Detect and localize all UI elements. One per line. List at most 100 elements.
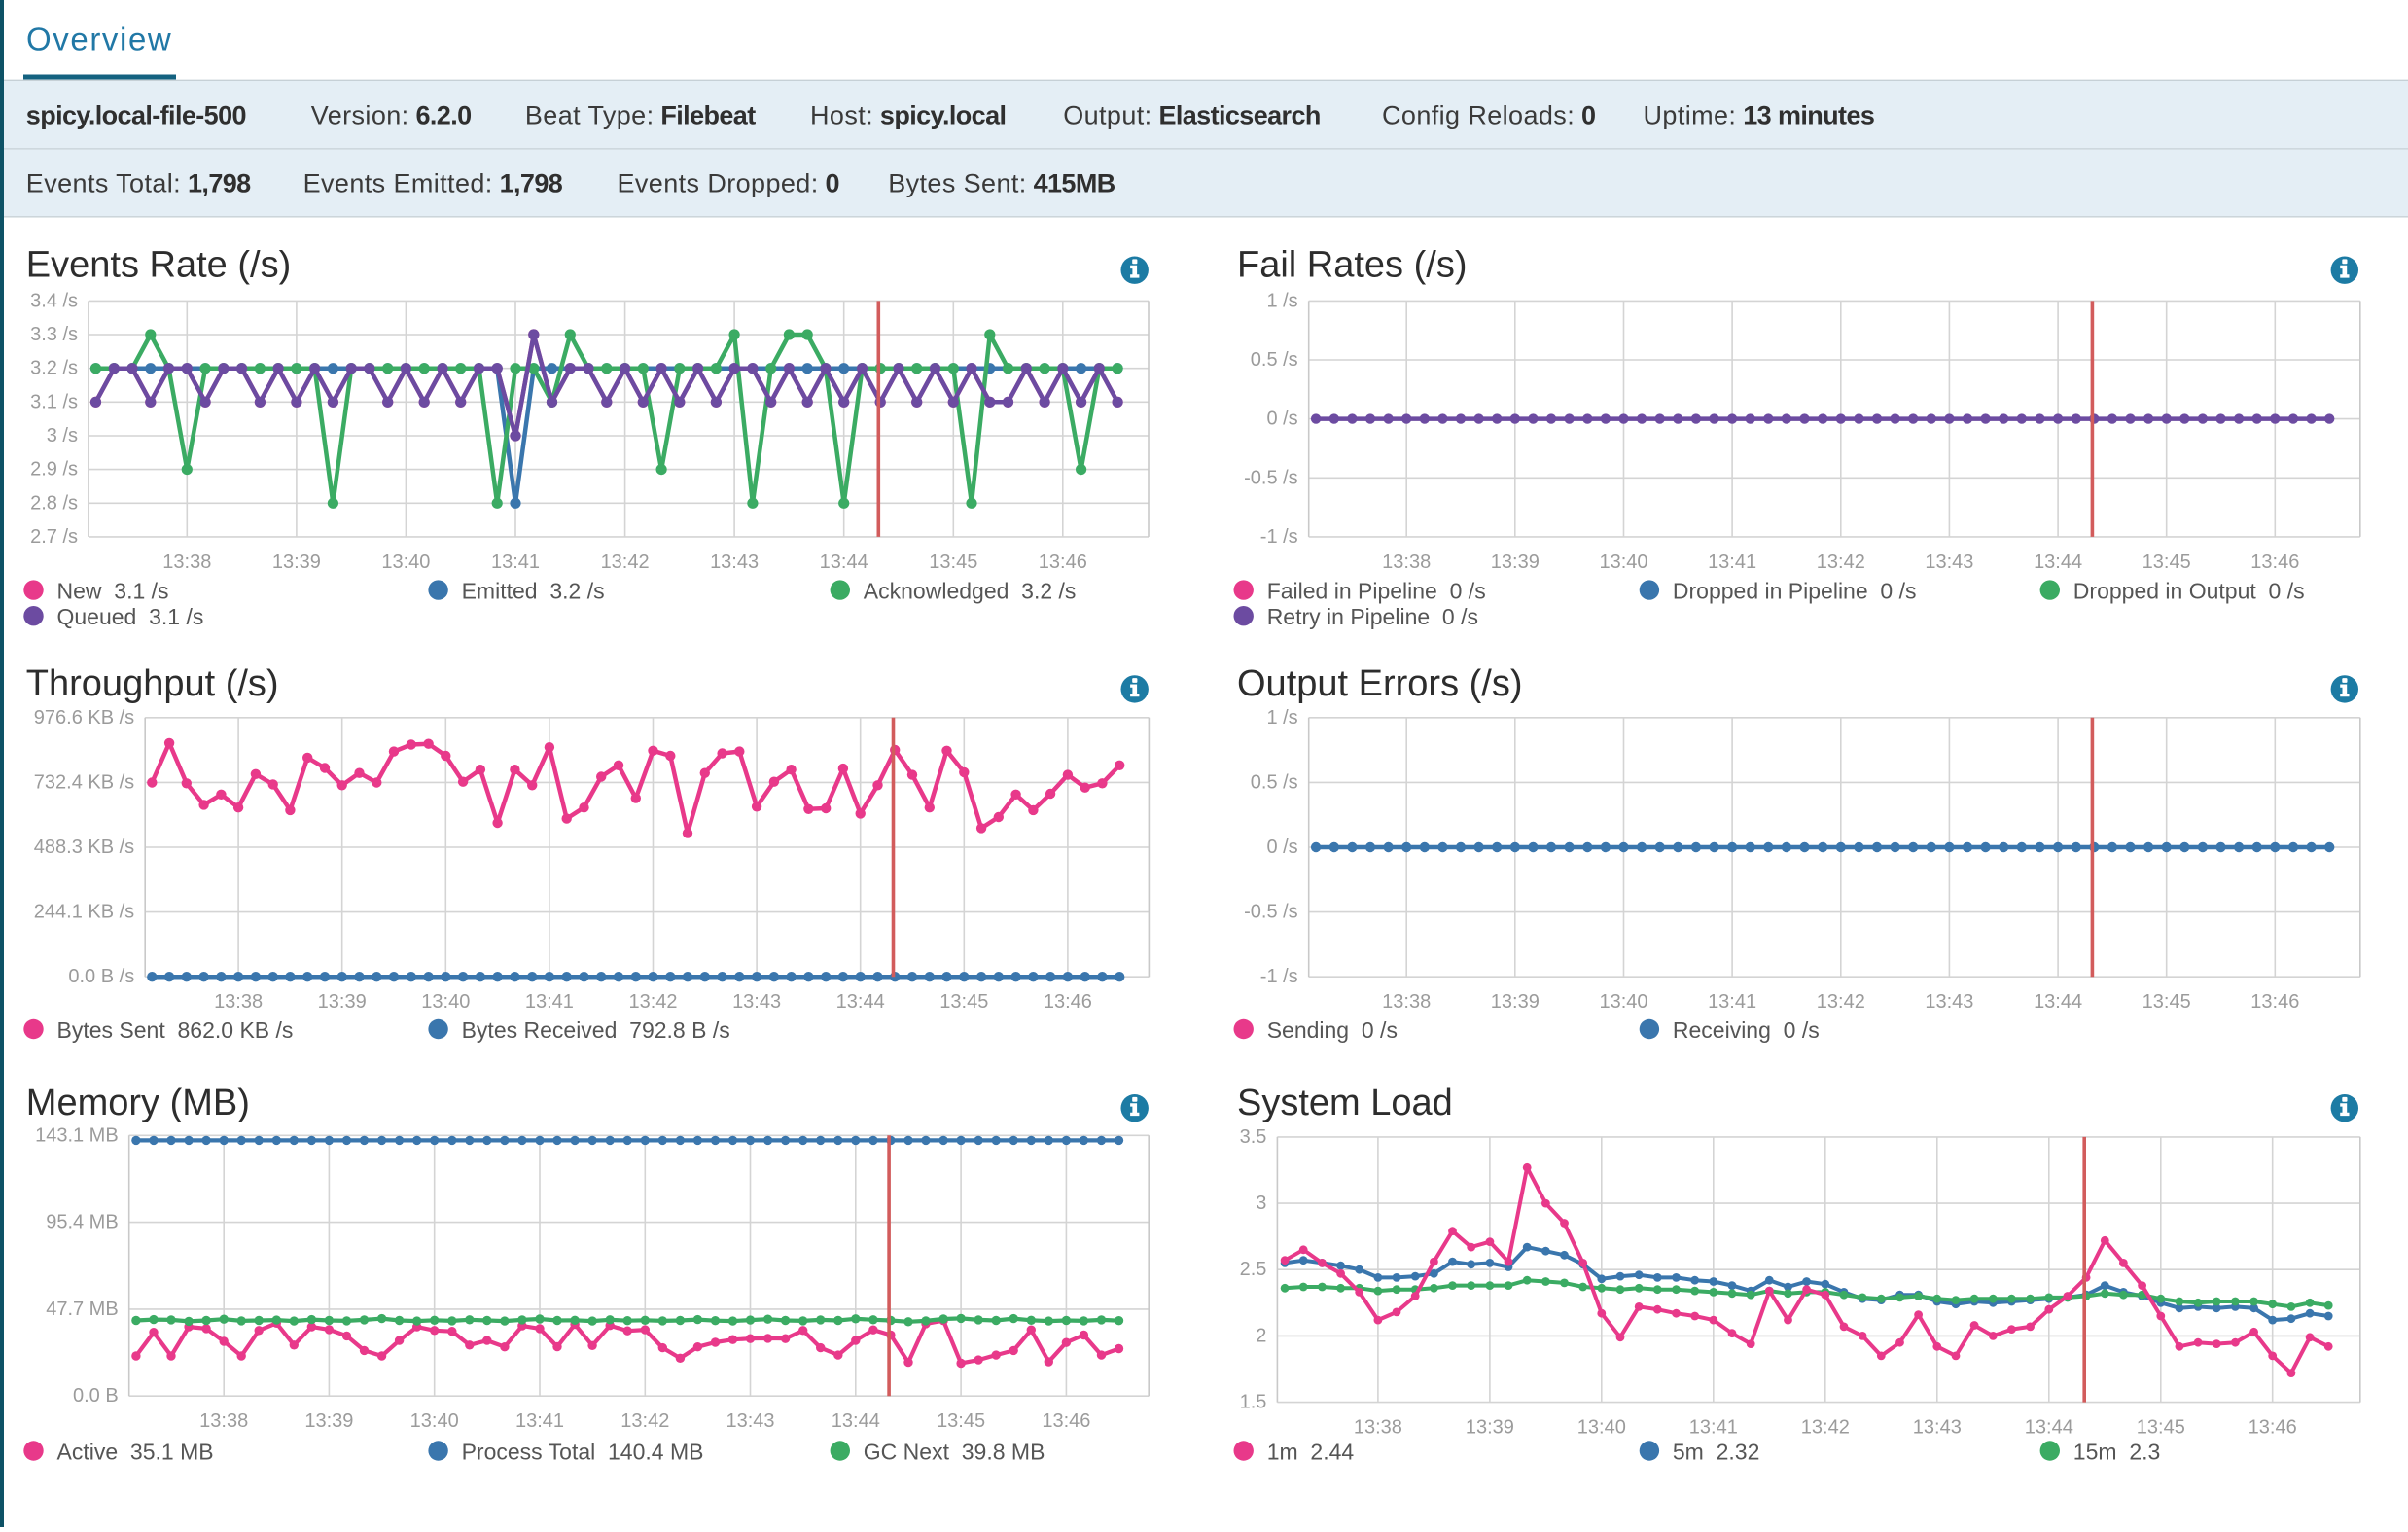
svg-text:2.9 /s: 2.9 /s xyxy=(30,459,78,481)
svg-text:13:44: 13:44 xyxy=(2025,1417,2073,1439)
svg-text:13:40: 13:40 xyxy=(410,1410,459,1432)
svg-text:13:42: 13:42 xyxy=(601,552,650,573)
svg-text:3.5: 3.5 xyxy=(1240,1126,1267,1148)
svg-text:13:43: 13:43 xyxy=(710,552,759,573)
svg-text:5m 2.32: 5m 2.32 xyxy=(1673,1440,1760,1465)
svg-text:13:38: 13:38 xyxy=(1382,991,1431,1013)
svg-text:2.7 /s: 2.7 /s xyxy=(30,526,78,548)
svg-text:0.0 B /s: 0.0 B /s xyxy=(68,966,134,987)
svg-text:Receiving 0 /s: Receiving 0 /s xyxy=(1673,1017,1820,1043)
svg-text:13:46: 13:46 xyxy=(2250,552,2299,573)
svg-text:13:39: 13:39 xyxy=(1466,1417,1514,1439)
svg-text:Dropped in Pipeline 0 /s: Dropped in Pipeline 0 /s xyxy=(1673,579,1917,604)
svg-text:1.5: 1.5 xyxy=(1240,1392,1267,1413)
svg-text:13:38: 13:38 xyxy=(1382,552,1431,573)
svg-text:Config Reloads: 0: Config Reloads: 0 xyxy=(1382,101,1595,130)
svg-text:System Load: System Load xyxy=(1237,1083,1453,1123)
svg-text:3.2 /s: 3.2 /s xyxy=(30,358,78,379)
svg-text:0.5 /s: 0.5 /s xyxy=(1251,349,1298,371)
svg-text:732.4 KB /s: 732.4 KB /s xyxy=(34,771,134,793)
svg-text:143.1 MB: 143.1 MB xyxy=(35,1124,119,1146)
svg-text:13:40: 13:40 xyxy=(1599,552,1647,573)
svg-text:13:46: 13:46 xyxy=(2250,991,2299,1013)
svg-text:Retry in Pipeline 0 /s: Retry in Pipeline 0 /s xyxy=(1267,604,1478,629)
svg-text:Host: spicy.local: Host: spicy.local xyxy=(810,101,1006,130)
svg-text:13:46: 13:46 xyxy=(2249,1417,2297,1439)
svg-text:Overview: Overview xyxy=(26,21,172,57)
svg-text:13:46: 13:46 xyxy=(1044,991,1092,1013)
svg-text:Events Rate (/s): Events Rate (/s) xyxy=(26,244,291,285)
svg-text:244.1 KB /s: 244.1 KB /s xyxy=(34,902,134,923)
svg-text:2: 2 xyxy=(1256,1325,1266,1346)
svg-text:0.5 /s: 0.5 /s xyxy=(1251,771,1298,793)
svg-text:13:43: 13:43 xyxy=(1925,552,1973,573)
svg-text:13:38: 13:38 xyxy=(162,552,211,573)
svg-text:3.4 /s: 3.4 /s xyxy=(30,290,78,311)
svg-text:3.1 /s: 3.1 /s xyxy=(30,391,78,412)
svg-text:-1 /s: -1 /s xyxy=(1260,966,1298,987)
svg-text:Failed in Pipeline 0 /s: Failed in Pipeline 0 /s xyxy=(1267,579,1486,604)
svg-text:13:40: 13:40 xyxy=(1599,991,1647,1013)
svg-text:13:39: 13:39 xyxy=(304,1410,353,1432)
svg-text:0 /s: 0 /s xyxy=(1266,837,1297,858)
svg-text:Uptime: 13 minutes: Uptime: 13 minutes xyxy=(1644,101,1875,130)
svg-text:13:40: 13:40 xyxy=(421,991,470,1013)
svg-text:13:41: 13:41 xyxy=(491,552,540,573)
svg-text:13:43: 13:43 xyxy=(1913,1417,1962,1439)
svg-text:13:42: 13:42 xyxy=(1817,991,1865,1013)
svg-text:13:39: 13:39 xyxy=(1491,552,1540,573)
svg-text:Sending 0 /s: Sending 0 /s xyxy=(1267,1017,1398,1043)
svg-text:3: 3 xyxy=(1256,1193,1266,1214)
svg-text:Output: Elasticsearch: Output: Elasticsearch xyxy=(1063,101,1321,130)
svg-text:Queued 3.1 /s: Queued 3.1 /s xyxy=(57,604,204,629)
svg-text:0.0 B: 0.0 B xyxy=(73,1385,119,1407)
svg-text:13:39: 13:39 xyxy=(1491,991,1540,1013)
svg-text:13:44: 13:44 xyxy=(820,552,868,573)
svg-text:13:38: 13:38 xyxy=(1354,1417,1402,1439)
svg-text:13:43: 13:43 xyxy=(1925,991,1973,1013)
svg-text:13:39: 13:39 xyxy=(318,991,367,1013)
svg-text:Dropped in Output 0 /s: Dropped in Output 0 /s xyxy=(2073,579,2305,604)
svg-text:13:45: 13:45 xyxy=(929,552,977,573)
svg-text:13:41: 13:41 xyxy=(515,1410,564,1432)
svg-text:1m 2.44: 1m 2.44 xyxy=(1267,1440,1355,1465)
svg-text:Bytes Sent 862.0 KB /s: Bytes Sent 862.0 KB /s xyxy=(57,1017,294,1043)
svg-text:13:44: 13:44 xyxy=(2034,991,2082,1013)
svg-text:-0.5 /s: -0.5 /s xyxy=(1244,902,1298,923)
svg-text:13:45: 13:45 xyxy=(2137,1417,2185,1439)
svg-text:13:41: 13:41 xyxy=(525,991,574,1013)
svg-text:Emitted 3.2 /s: Emitted 3.2 /s xyxy=(462,579,605,604)
svg-text:Memory (MB): Memory (MB) xyxy=(26,1083,250,1123)
svg-text:Process Total 140.4 MB: Process Total 140.4 MB xyxy=(462,1440,704,1465)
svg-text:13:42: 13:42 xyxy=(1801,1417,1850,1439)
svg-text:Active 35.1 MB: Active 35.1 MB xyxy=(57,1440,214,1465)
svg-text:976.6 KB /s: 976.6 KB /s xyxy=(34,707,134,729)
svg-text:Output Errors (/s): Output Errors (/s) xyxy=(1237,663,1523,704)
svg-text:Events Total: 1,798: Events Total: 1,798 xyxy=(26,169,251,198)
svg-text:3.3 /s: 3.3 /s xyxy=(30,324,78,345)
svg-text:2.5: 2.5 xyxy=(1240,1259,1267,1280)
svg-text:15m 2.3: 15m 2.3 xyxy=(2073,1440,2161,1465)
svg-text:spicy.local-file-500: spicy.local-file-500 xyxy=(26,101,246,130)
svg-text:Events Emitted: 1,798: Events Emitted: 1,798 xyxy=(303,169,563,198)
svg-text:13:38: 13:38 xyxy=(214,991,263,1013)
svg-text:13:44: 13:44 xyxy=(836,991,885,1013)
svg-text:13:41: 13:41 xyxy=(1708,552,1756,573)
svg-text:13:43: 13:43 xyxy=(732,991,781,1013)
svg-text:13:46: 13:46 xyxy=(1039,552,1087,573)
svg-text:13:42: 13:42 xyxy=(1817,552,1865,573)
svg-text:3 /s: 3 /s xyxy=(47,425,78,446)
svg-text:13:45: 13:45 xyxy=(939,991,988,1013)
svg-text:13:44: 13:44 xyxy=(2034,552,2082,573)
svg-text:-1 /s: -1 /s xyxy=(1260,526,1298,548)
svg-text:13:40: 13:40 xyxy=(1577,1417,1626,1439)
svg-text:2.8 /s: 2.8 /s xyxy=(30,492,78,514)
svg-text:13:46: 13:46 xyxy=(1042,1410,1090,1432)
svg-text:488.3 KB /s: 488.3 KB /s xyxy=(34,837,134,858)
svg-text:Fail Rates (/s): Fail Rates (/s) xyxy=(1237,244,1467,285)
svg-text:13:41: 13:41 xyxy=(1689,1417,1738,1439)
svg-text:0 /s: 0 /s xyxy=(1266,409,1297,430)
svg-text:Bytes Received 792.8 B /s: Bytes Received 792.8 B /s xyxy=(462,1017,730,1043)
svg-text:13:41: 13:41 xyxy=(1708,991,1756,1013)
svg-text:13:43: 13:43 xyxy=(726,1410,774,1432)
